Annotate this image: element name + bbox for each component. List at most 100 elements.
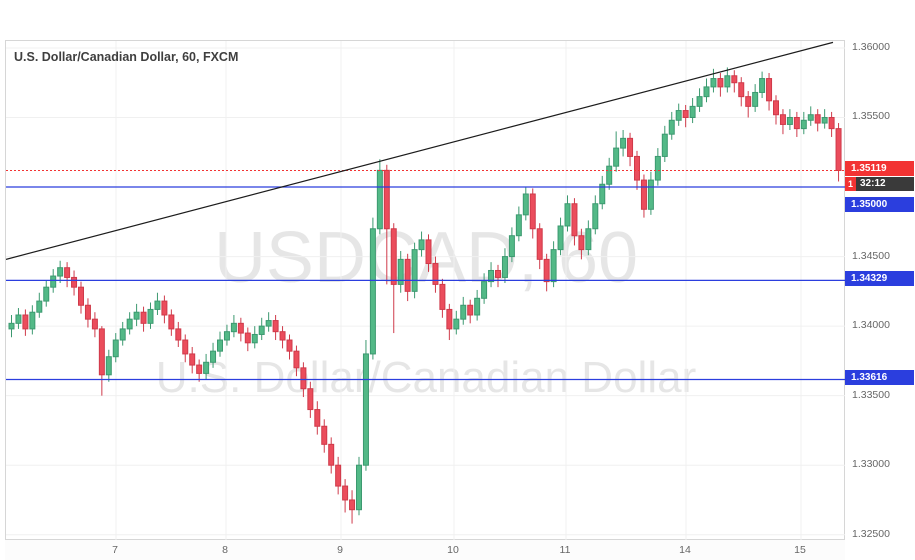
candle-body <box>230 322 237 333</box>
candlestick-chart[interactable] <box>6 41 846 541</box>
candle-body <box>182 339 189 355</box>
candle-body <box>210 350 217 363</box>
candle-body <box>515 214 522 237</box>
time-axis[interactable]: 7 8 9 10 11 14 15 <box>5 540 845 560</box>
candle-body <box>168 314 175 330</box>
chart-pane[interactable]: USDCAD, 60 U.S. Dollar/Canadian Dollar <box>5 40 846 541</box>
candle-body <box>91 318 98 330</box>
candle-body <box>78 286 84 306</box>
candle-body <box>793 116 800 130</box>
candle-body <box>57 267 64 277</box>
candle-body <box>488 269 495 283</box>
candle-body <box>293 350 300 369</box>
price-tick-label: 1.36000 <box>852 40 890 53</box>
candle-body <box>773 100 779 116</box>
candle-body <box>119 328 126 341</box>
candle-body <box>265 320 272 327</box>
candle-body <box>717 78 724 88</box>
candle-body <box>453 318 460 330</box>
candle-body <box>821 116 828 124</box>
candle-body <box>307 388 314 411</box>
time-tick-label: 9 <box>337 544 343 556</box>
candle-body <box>731 75 738 84</box>
time-tick-label: 14 <box>679 544 691 556</box>
candle-body <box>786 116 793 125</box>
time-tick-label: 11 <box>559 544 571 556</box>
candle-body <box>342 485 349 501</box>
candle-body <box>564 203 571 227</box>
candle-body <box>8 322 15 330</box>
candle-body <box>300 367 307 390</box>
candle-body <box>362 353 369 466</box>
candle-body <box>606 165 613 185</box>
trendline <box>6 41 834 260</box>
candle-body <box>314 409 321 427</box>
candle-body <box>682 110 689 118</box>
candle-body <box>237 322 244 334</box>
current-price-label: 1.35119 <box>845 161 914 176</box>
candle-body <box>703 86 710 98</box>
candle-body <box>328 443 335 466</box>
price-axis[interactable]: 1.35119 1 32:12 1.35000 1.34329 1.33616 … <box>845 0 915 560</box>
candle-body <box>446 308 453 330</box>
candle-body <box>536 228 543 260</box>
candle-body <box>22 314 29 330</box>
candle-body <box>592 203 599 230</box>
candle-body <box>543 258 550 283</box>
candle-body <box>460 304 467 320</box>
candle-body <box>481 281 488 299</box>
candle-body <box>50 275 57 288</box>
chart-legend-title[interactable]: U.S. Dollar/Canadian Dollar, 60, FXCM <box>14 50 239 64</box>
level-price-label: 1.33616 <box>845 370 914 385</box>
candle-body <box>807 114 814 121</box>
candle-body <box>661 133 668 157</box>
candle-body <box>244 332 251 344</box>
price-tick-label: 1.33000 <box>852 458 890 471</box>
candle-body <box>411 249 418 292</box>
candle-body <box>404 258 411 292</box>
candle-body <box>779 114 786 125</box>
price-tick-label: 1.35500 <box>852 110 890 123</box>
time-tick-label: 8 <box>222 544 228 556</box>
candle-body <box>425 239 432 265</box>
candle-body <box>43 286 50 302</box>
price-tick-label: 1.33500 <box>852 388 890 401</box>
candle-body <box>133 311 140 320</box>
candle-body <box>349 499 356 511</box>
candle-body <box>147 308 154 324</box>
candle-body <box>800 119 807 130</box>
level-price-label: 1.35000 <box>845 197 914 212</box>
candle-body <box>64 267 71 278</box>
candle-body <box>196 364 203 374</box>
candle-body <box>217 339 223 352</box>
candle-body <box>175 328 182 341</box>
candle-body <box>724 75 731 88</box>
candle-body <box>15 314 22 324</box>
time-tick-label: 7 <box>112 544 118 556</box>
candle-body <box>696 96 703 107</box>
candle-body <box>335 464 342 487</box>
candle-body <box>321 425 328 445</box>
candle-body <box>571 203 578 237</box>
candle-body <box>835 128 842 171</box>
candle-body <box>766 78 773 102</box>
time-tick-label: 10 <box>447 544 459 556</box>
candle-body <box>258 325 265 335</box>
candle-body <box>557 225 564 251</box>
candle-body <box>223 331 230 341</box>
candle-body <box>668 119 675 135</box>
candle-body <box>36 300 43 313</box>
candle-body <box>710 78 717 88</box>
candle-body <box>634 155 640 181</box>
candle-body <box>578 235 585 251</box>
candle-body <box>508 235 515 258</box>
price-tick-label: 1.32500 <box>852 527 890 540</box>
candle-body <box>647 179 654 210</box>
candle-body <box>613 147 620 167</box>
candle-body <box>654 155 661 181</box>
countdown-prefix: 1 <box>845 177 856 191</box>
candle-body <box>98 328 105 376</box>
candle-body <box>752 91 759 107</box>
candle-body <box>585 228 592 251</box>
